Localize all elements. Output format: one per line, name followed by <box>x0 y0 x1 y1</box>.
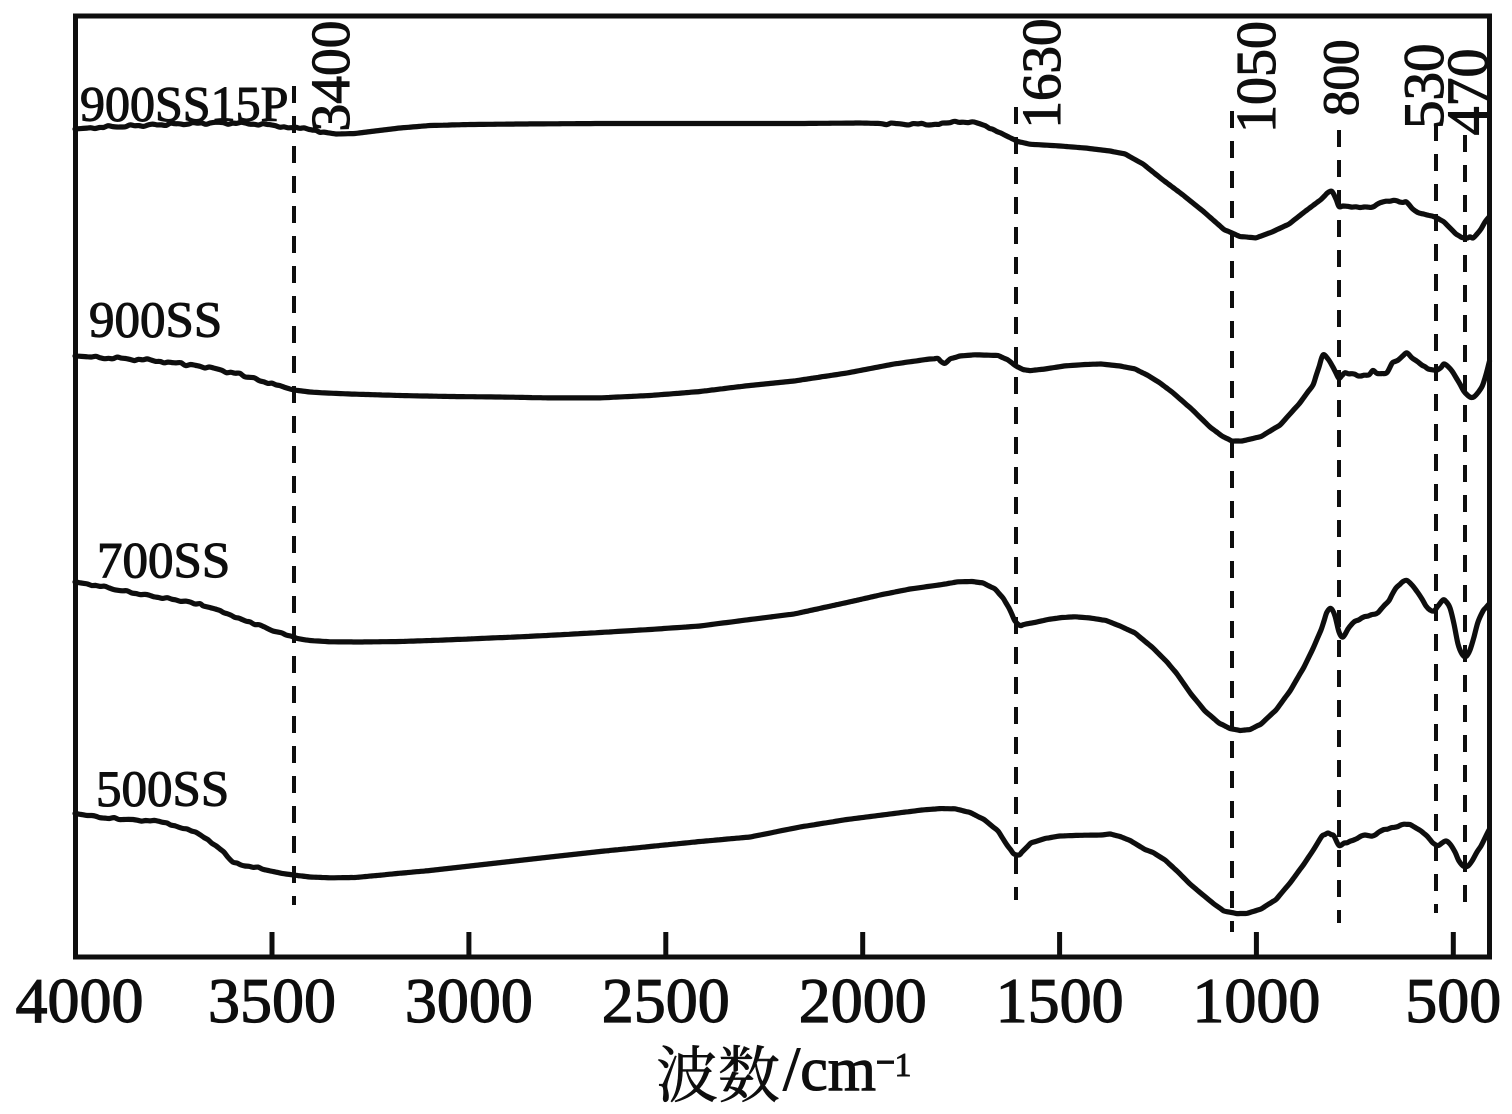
svg-text:1630: 1630 <box>1011 19 1072 129</box>
svg-text:4000: 4000 <box>16 965 144 1036</box>
svg-text:2000: 2000 <box>799 965 927 1036</box>
svg-text:900SS: 900SS <box>89 293 222 349</box>
svg-text:1000: 1000 <box>1192 965 1320 1036</box>
svg-text:500: 500 <box>1405 965 1501 1036</box>
svg-text:470: 470 <box>1435 49 1500 136</box>
svg-text:800: 800 <box>1314 40 1370 117</box>
svg-text:3000: 3000 <box>405 965 533 1036</box>
svg-text:900SS15P: 900SS15P <box>80 76 288 132</box>
svg-text:/cm: /cm <box>783 1036 876 1104</box>
svg-text:1050: 1050 <box>1226 21 1288 133</box>
svg-text:1500: 1500 <box>996 965 1124 1036</box>
svg-text:2500: 2500 <box>602 965 730 1036</box>
svg-text:1: 1 <box>895 1047 912 1084</box>
svg-text:530: 530 <box>1393 44 1456 130</box>
svg-text:3500: 3500 <box>208 965 336 1036</box>
svg-text:3400: 3400 <box>301 21 362 132</box>
svg-text:500SS: 500SS <box>96 762 229 818</box>
svg-text:700SS: 700SS <box>97 534 230 590</box>
